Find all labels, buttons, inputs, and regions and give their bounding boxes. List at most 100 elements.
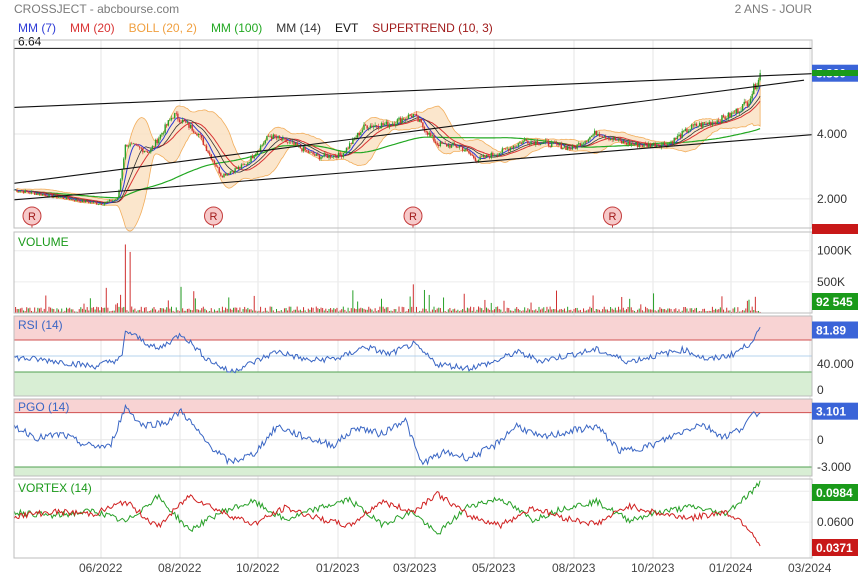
legend-evt[interactable]: EVT (334, 21, 359, 35)
candle-body (627, 141, 629, 145)
candle-body (442, 142, 445, 144)
candle-body (516, 145, 518, 147)
candle-body (385, 121, 387, 125)
candle-body (582, 143, 585, 145)
candle-body (449, 144, 451, 148)
legend-mm14[interactable]: MM (14) (276, 21, 321, 35)
candle-body (659, 145, 661, 148)
price-high-badge (812, 70, 858, 76)
candle-body (595, 130, 597, 136)
candle-body (401, 118, 403, 123)
candle-body (126, 144, 128, 147)
candle-body (321, 156, 324, 158)
candle-body (552, 141, 555, 143)
candle-body (482, 155, 485, 157)
candle-body (568, 146, 570, 149)
candle-body (611, 138, 613, 140)
candle-body (613, 137, 615, 140)
legend-boll[interactable]: BOLL (20, 2) (128, 21, 197, 35)
candle-body (286, 142, 289, 143)
r-marker (403, 206, 423, 226)
candle-body (291, 141, 294, 143)
candle-body (220, 173, 222, 176)
candle-body (178, 119, 181, 123)
legend-mm20[interactable]: MM (20) (70, 21, 115, 35)
candle-body (488, 156, 491, 158)
candle-body (536, 141, 539, 145)
candle-body (234, 168, 236, 173)
x-tick-label: 03/2024 (788, 561, 832, 575)
candle-body (110, 199, 112, 202)
candle-body (733, 112, 736, 114)
candle-body (317, 154, 319, 156)
legend-mm100[interactable]: MM (100) (210, 21, 263, 35)
candle-body (248, 162, 251, 163)
candle-body (247, 162, 249, 165)
pgo-tick: 0 (817, 433, 824, 447)
candle-body (30, 191, 33, 194)
candle-body (161, 133, 163, 135)
vortex-plus-last: 0.0984 (816, 486, 853, 500)
candle-body (14, 189, 17, 191)
candle-body (329, 154, 332, 158)
candle-body (576, 144, 578, 149)
candle-body (531, 141, 534, 143)
candle-body (154, 139, 157, 147)
period-label[interactable]: 2 ANS - JOUR (734, 2, 812, 16)
candle-body (557, 143, 559, 146)
candle-body (202, 137, 205, 145)
candle-body (469, 153, 472, 155)
candle-body (759, 73, 761, 80)
candle-body (358, 132, 360, 136)
pgo-panel-frame (13, 398, 813, 477)
candle-body (578, 143, 580, 145)
candle-body (38, 193, 41, 195)
legend-supertrend[interactable]: SUPERTREND (10, 3) (372, 21, 493, 35)
candle-body (372, 126, 375, 128)
candle-body (177, 113, 179, 120)
candle-body (753, 84, 755, 94)
candle-body (492, 152, 494, 156)
candle-body (695, 123, 698, 127)
candle-body (644, 143, 647, 145)
candle-body (124, 144, 127, 159)
candle-body (745, 101, 747, 103)
candle-body (323, 153, 325, 157)
candle-body (40, 193, 42, 196)
candle-body (383, 124, 386, 125)
candle-body (304, 146, 306, 151)
candle-body (326, 155, 329, 158)
candle-body (175, 113, 177, 114)
candle-body (183, 119, 185, 122)
legend-mm7[interactable]: MM (7) (18, 21, 56, 35)
candle-body (307, 150, 310, 153)
candle-body (199, 133, 201, 135)
candle-body (551, 142, 553, 147)
candle-body (376, 125, 378, 127)
candle-body (606, 137, 609, 139)
candle-body (27, 191, 30, 193)
candle-body (418, 119, 421, 122)
candle-body (686, 128, 688, 133)
candle-body (240, 164, 243, 169)
candle-body (412, 113, 415, 118)
candle-body (485, 154, 488, 158)
candle-body (522, 140, 524, 144)
candle-body (420, 119, 422, 123)
candle-body (476, 160, 478, 162)
r-marker (603, 206, 622, 226)
candle-body (173, 113, 176, 119)
candle-body (26, 190, 28, 192)
candle-body (598, 133, 601, 137)
candle-body (54, 195, 57, 197)
x-tick-label: 01/2023 (316, 561, 360, 575)
candle-body (232, 171, 235, 173)
candle-body (45, 194, 47, 197)
candle-body (16, 189, 18, 192)
candle-body (181, 119, 184, 123)
candle-body (29, 192, 31, 194)
candle-body (660, 144, 663, 148)
candle-body (116, 197, 119, 200)
candle-body (517, 143, 520, 146)
